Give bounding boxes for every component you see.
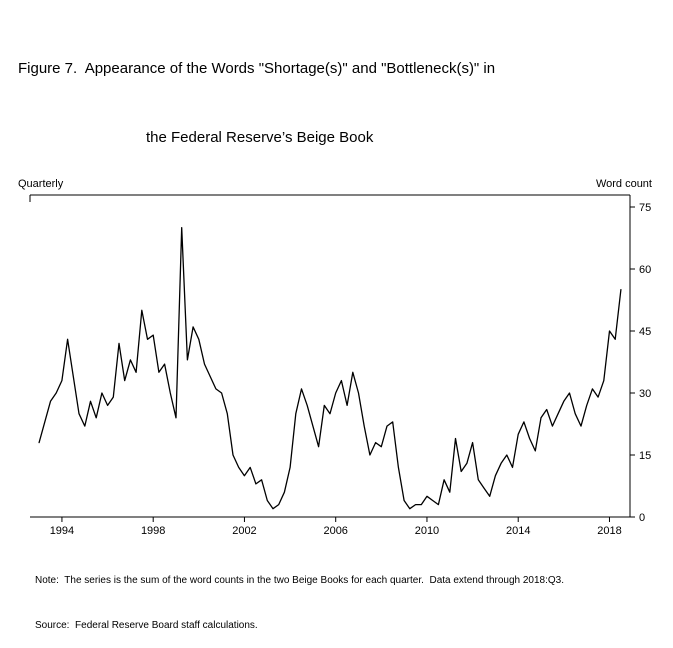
y-tick-label: 60 [639,264,651,276]
x-tick-label: 2006 [323,525,347,537]
x-tick-label: 2002 [232,525,256,537]
x-tick-label: 2018 [597,525,621,537]
word-count-line [38,226,622,510]
figure-title: Figure 7. Appearance of the Words "Short… [0,0,673,173]
note-line: Note: The series is the sum of the word … [35,574,565,586]
line-chart: Quarterly Word count 0 15 30 45 60 75 1994 1998… [18,178,652,537]
chart-notes: Note: The series is the sum of the word … [0,543,673,648]
y-tick-label: 0 [639,512,645,524]
x-tick-label: 1994 [50,525,74,537]
x-tick-label: 2014 [506,525,530,537]
word-count-label: Word count [596,178,652,190]
figure-title-line2: the Federal Reserve’s Beige Book [146,129,374,147]
y-tick-label: 45 [639,326,651,338]
x-tick-label: 1998 [141,525,165,537]
y-tick-label: 30 [639,388,651,400]
x-tick-label: 2010 [415,525,439,537]
chart-area: Quarterly Word count 0 15 30 45 60 75 1994 1998… [0,173,673,543]
y-tick-label: 15 [639,450,651,462]
source-line: Source: Federal Reserve Board staff calc… [35,619,258,631]
y-tick-label: 75 [639,202,651,214]
figure-title-line1: Figure 7. Appearance of the Words "Short… [18,59,496,77]
quarterly-label: Quarterly [18,178,64,190]
